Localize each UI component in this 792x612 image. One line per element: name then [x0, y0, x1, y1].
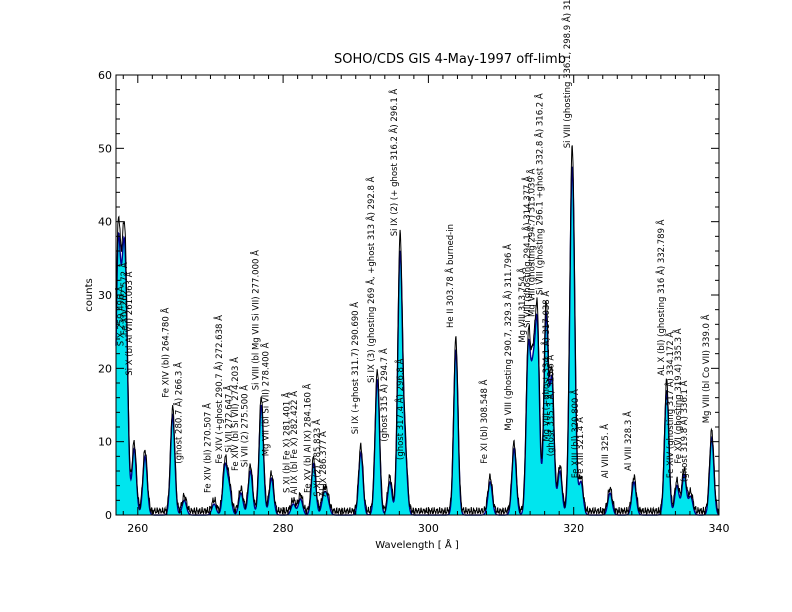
line-annotation: Fe XIV (bl) 264.780 Å — [159, 308, 171, 398]
line-annotation: Fe XVI (ghosting 319.4) 335.3 Å — [672, 328, 684, 463]
line-annotation: Al VIII 328.3 Å — [622, 411, 634, 471]
line-annotation: Si IX (2) (+ ghost 316.2 Å) 296.1 Å — [388, 89, 400, 237]
line-annotation: Fe XIII 321.4 Å — [574, 417, 586, 478]
line-annotation: Mg VIII (ghosting 290.7, 329.3 Å) 311.79… — [502, 244, 514, 431]
x-tick-label: 280 — [273, 522, 294, 535]
observed-line-layer — [115, 145, 720, 516]
y-axis-label: counts — [84, 278, 95, 311]
line-annotation: Fe XIV (bl Si VII) 274.203 Å — [229, 357, 241, 471]
line-annotation: S XI (bl Fe X) 281.401 Å — [281, 392, 293, 493]
line-annotation: Fe XIV (bl) 270.507 Å — [201, 403, 213, 493]
y-tick-label: 0 — [105, 509, 112, 522]
line-annotation: Fe XIV (ghosting 317 Å) 334.172 Å — [664, 332, 676, 479]
line-annotation: (ghost 319.8 Å) 336.1 Å — [678, 380, 690, 482]
y-tick-label: 40 — [98, 216, 112, 229]
line-annotation: Mg VIII (bl Co VII) 339.0 Å — [700, 314, 712, 423]
line-annotation: Si VIII (ghosting 296.1 +ghost 332.8 Å) … — [534, 93, 546, 295]
line-annotation: Mg VIII (ghosting 294.7) 315.039 Å — [526, 168, 538, 317]
x-tick-label: 260 — [127, 522, 148, 535]
line-annotation: Si IX (+ghost 311.7) 290.690 Å — [349, 302, 361, 435]
line-annotations: S X 259.496 ÅSi X (bl Al VII) 261.063 ÅF… — [114, 0, 712, 497]
y-tick-label: 50 — [98, 142, 112, 155]
line-annotation: S X 259.496 Å — [114, 286, 126, 346]
line-annotation: Si VII 272.647 Å — [223, 385, 235, 453]
line-annotation: AL X (bl) (ghosting 316 Å) 332.789 Å — [655, 219, 667, 375]
x-tick-label: 340 — [709, 522, 730, 535]
line-annotation: (ghost 315 Å) 294.7 Å — [378, 348, 390, 442]
line-annotation: Si VIII (bl Mg VII Si VII) 277.000 Å — [249, 250, 261, 390]
line-annotation: Al VIII 325. Å — [599, 424, 611, 479]
line-annotation: Al IX (bl Fe X) 282.422 Å — [288, 391, 300, 495]
line-annotation: (ghost 317.4 Å) 296.8 Å — [394, 358, 406, 460]
line-annotation: Al IX 286.377 Å — [317, 431, 329, 497]
y-tick-label: 20 — [98, 362, 112, 375]
line-annotation: Fe XIV 262.572 Å — [118, 262, 130, 335]
y-tick-label: 10 — [98, 436, 112, 449]
y-tick-label: 30 — [98, 289, 112, 302]
line-annotation: Fe XV (bl Al IX) 284.160 Å — [302, 383, 314, 493]
line-annotation: Si VIII (ghosting 294.1 Å) 314.377 Å — [521, 176, 533, 328]
y-axis: 0 10 20 30 40 50 60 — [98, 69, 719, 522]
line-annotation: Mg VIII 313.754 Å — [516, 267, 528, 342]
line-annotation: Fe XI (bl) 308.548 Å — [478, 379, 490, 463]
chart-title: SOHO/CDS GIS 4-May-1997 off-limb — [334, 52, 566, 67]
observed-series-line — [115, 145, 720, 516]
line-annotation: Si IX (3) (ghosting 269 Å, +ghost 313 Å)… — [365, 176, 377, 383]
line-annotation: (ghost 335.3 Å) 318.6 Å — [544, 355, 556, 457]
line-annotation: (ghost 280.7 Å) 266.3 Å — [172, 362, 184, 464]
line-annotation: Si VIII (ghosting 336.1, 298.9 Å) 319.82… — [561, 0, 573, 148]
x-tick-label: 300 — [418, 522, 439, 535]
line-annotation: Fe XIV (+ghost 290.7 Å) 272.638 Å — [213, 315, 225, 464]
line-annotation: Si X (bl Al VII) 261.063 Å — [123, 271, 135, 375]
line-annotation: Mg VIII (+ghost 334.1 Å) 317.038 Å — [540, 291, 552, 442]
line-annotation: Si VII (2) 275.500 Å — [239, 385, 251, 468]
line-annotation: Fe XIII (bl) 320.800 Å — [569, 389, 581, 478]
x-axis: 260 280 300 320 340 — [122, 75, 730, 535]
y-tick-label: 60 — [98, 69, 112, 82]
x-axis-label: Wavelength [ Å ] — [375, 538, 459, 551]
x-tick-label: 320 — [563, 522, 584, 535]
line-annotation: Mg VII (bl Si VII) 278.400 Å — [260, 342, 272, 456]
line-annotation: S XI (2) 285.823 Å — [311, 419, 323, 497]
line-annotation: He II 303.78 Å burned-in — [444, 224, 456, 328]
